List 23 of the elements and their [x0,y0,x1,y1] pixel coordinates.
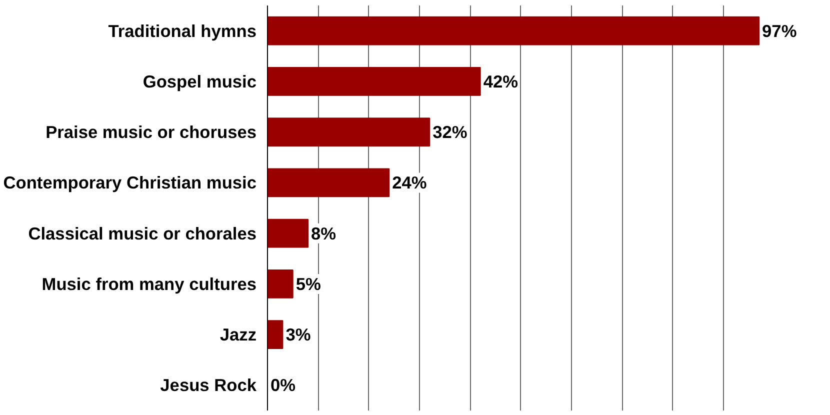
bar [268,16,760,46]
bar [268,168,390,198]
bar [268,67,481,96]
data-label: 24% [392,172,427,193]
y-tick-label: Praise music or choruses [46,122,257,142]
data-label: 97% [762,20,797,41]
y-tick-label: Gospel music [142,71,257,92]
y-tick-label: Music from many cultures [42,274,257,294]
y-tick-label: Jazz [220,324,257,345]
y-tick-label: Contemporary Christian music [3,172,257,193]
data-label: 5% [296,274,321,294]
data-label: 0% [270,375,296,396]
data-label: 32% [432,122,468,142]
bar [268,320,284,349]
data-label: 42% [483,71,518,92]
data-label: 8% [311,223,336,244]
y-tick-label: Jesus Rock [160,375,257,396]
bar [268,270,294,298]
bar [268,118,430,146]
data-label: 3% [286,324,311,345]
bar [268,218,309,248]
y-tick-label: Traditional hymns [108,20,256,41]
y-tick-label: Classical music or chorales [28,223,257,244]
